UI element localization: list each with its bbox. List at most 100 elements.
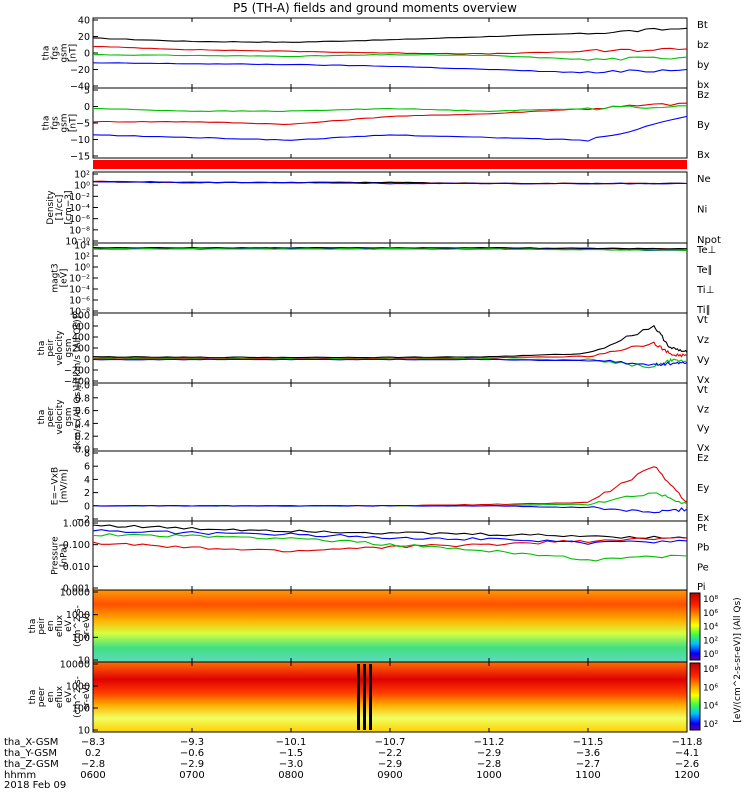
panel-6-ytick-label: 0.2: [75, 432, 90, 443]
panel-1-ytick-label: 40: [78, 16, 90, 27]
panel-5-ytick-label: −400: [64, 377, 90, 388]
panel-6-ytick-label: 0.6: [75, 406, 90, 417]
panel-4-ytick-label: 10²: [74, 252, 90, 263]
panel-4-frame: [92, 242, 688, 314]
panel-6-frame: [92, 382, 688, 452]
panel-9-ytick-label: 100: [72, 633, 90, 644]
panel-10-spectrogram: [93, 662, 687, 732]
panel-5-legend-Vy: Vy: [697, 355, 710, 366]
panel-3-ylabel: Density: [46, 190, 56, 225]
panel-10-ylabel: eflux: [55, 685, 65, 708]
panel-9-ylabel: eV: [64, 619, 74, 632]
data-gap-bar-2: [363, 664, 366, 730]
x-axis-date: 2018 Feb 09: [4, 780, 67, 791]
panel-7-series-Ez: [93, 466, 688, 507]
panel-10-ylabel: en: [46, 691, 56, 702]
panel-2-frame: [92, 87, 688, 159]
x-row-value: −0.6: [180, 748, 204, 759]
panel-7-legend-Ey: Ey: [697, 483, 709, 494]
x-row-value: −10.7: [375, 737, 406, 748]
panel-8-series-Pt: [92, 524, 688, 539]
panel-2-legend-Bz: Bz: [697, 90, 709, 101]
panel-10-ylabel: (cm^2-s-: [73, 676, 83, 718]
panel-4-legend-Ti⊥: Ti⊥: [696, 285, 714, 296]
x-row-label: tha_Y-GSM: [4, 748, 57, 759]
panel-1-series-Bt: [92, 27, 688, 43]
x-row-value: −1.5: [279, 748, 303, 759]
panel-3-ylabel: [cm−3]: [64, 190, 74, 224]
panel-3-ytick-label: 10⁻²: [69, 192, 90, 203]
colorbar-tick-label: 10²: [703, 720, 718, 730]
panel-4-ytick-label: 10⁻²: [69, 274, 90, 285]
colorbar-strip-2: [689, 662, 701, 731]
panel-4-ytick-label: 10⁻⁸: [69, 307, 90, 318]
panel-5-legend-Vz: Vz: [697, 335, 709, 346]
panel-4-ylabel: [eV]: [60, 269, 70, 288]
x-axis-annotation: tha_X-GSM −8.3 −9.3 −10.1 −10.7 −11.2 −11.5 −11…: [4, 737, 702, 781]
panel-9-ytick-label: 1000: [66, 610, 90, 621]
panel-4-ylabel: magt3: [51, 263, 61, 292]
x-row-label: hhmm: [4, 770, 36, 781]
x-row-value: −2.9: [180, 759, 204, 770]
panel-8-ylabel: Pressure: [51, 536, 61, 575]
colorbar-tick-label: 10⁴: [703, 702, 718, 712]
panel-6-legend-Vt: Vt: [697, 385, 708, 396]
panel-7-ytick-label: 2: [84, 488, 90, 499]
panel-8-legend-Pb: Pb: [697, 543, 709, 554]
panel-9-spectrogram: [93, 590, 687, 662]
panel-9: 10000 1000 100 10 tha peir en eflux eV (cm^2-s-sr…: [28, 588, 688, 667]
panel-5-ytick-label: 400: [72, 333, 90, 344]
panel-8-ytick-label: 0.010: [63, 562, 90, 573]
data-gap-bar-1: [357, 664, 360, 730]
panel-9-ytick-label: 10000: [60, 588, 90, 599]
panel-5-series-Vt: [92, 324, 688, 359]
panel-10: 10000 1000 100 10 tha peer en eflux eV (cm^2-s-sr…: [28, 660, 688, 737]
panel-7-ytick-label: 6: [84, 462, 90, 473]
panel-3-ytick-label: 10⁻⁴: [69, 203, 90, 214]
panel-6-ylabel: tha: [37, 410, 47, 425]
panel-6-legend-Vx: Vx: [697, 443, 710, 454]
panel-5-ytick-label: 800: [72, 311, 90, 322]
panel-9-ylabel: en: [46, 620, 56, 631]
x-row-value: −11.5: [573, 737, 604, 748]
panel-4-legend-Ti∥: Ti∥: [696, 305, 711, 316]
panel-6-legend-Vy: Vy: [697, 424, 710, 435]
x-row-value: −2.8: [477, 759, 501, 770]
panel-1-series-by: [92, 53, 688, 61]
colorbar-tick-label: 10⁰: [703, 650, 718, 660]
colorbar-tick-label: 10²: [703, 636, 718, 646]
panel-5-legend-Vt: Vt: [697, 315, 708, 326]
panel-4-series-Ti∥: [92, 247, 688, 252]
panel-5-ytick-label: 600: [72, 322, 90, 333]
x-row-value: 0800: [278, 770, 303, 781]
panel-4-ytick-label: 10⁴: [74, 241, 90, 252]
panel-10-ytick-label: 100: [72, 704, 90, 715]
panel-7-ytick-label: 8: [84, 449, 90, 460]
panel-3-legend-Ne: Ne: [697, 174, 711, 185]
panel-8-ylabel: [nPa]: [60, 544, 70, 567]
x-row-value: −2.6: [675, 759, 699, 770]
panel-3-legend-Npot: Npot: [697, 235, 721, 246]
panel-7-series-Ey: [92, 492, 688, 507]
colorbar-tick-label: 10⁶: [703, 683, 718, 693]
panel-7-ylabel: [mV/m]: [60, 469, 70, 503]
colorbar-tick-label: 10⁸: [703, 595, 718, 605]
panel-1: 40 20 0 −20 −40 tha fgs gsm [nT] Bt bz by bx: [42, 16, 710, 93]
x-row-value: 0700: [179, 770, 204, 781]
panel-10-ylabel: peer: [37, 686, 47, 707]
panel-8-frame: [92, 520, 688, 591]
x-row-value: −3.0: [279, 759, 303, 770]
panel-5-ylabel: tha: [37, 341, 47, 356]
x-row-value: 1000: [476, 770, 501, 781]
x-row-label: tha_X-GSM: [4, 737, 58, 748]
panel-3-ytick-label: 10⁰: [74, 181, 90, 192]
panel-5-ylabel: velocity: [55, 330, 65, 366]
panel-1-series-bx: [92, 62, 688, 74]
panel-6-ytick-label: 0.8: [75, 393, 90, 404]
x-row-value: −2.9: [477, 748, 501, 759]
x-row-value: −11.2: [474, 737, 505, 748]
panel-10-ytick-label: 10000: [60, 660, 90, 671]
x-row-value: 1200: [674, 770, 699, 781]
